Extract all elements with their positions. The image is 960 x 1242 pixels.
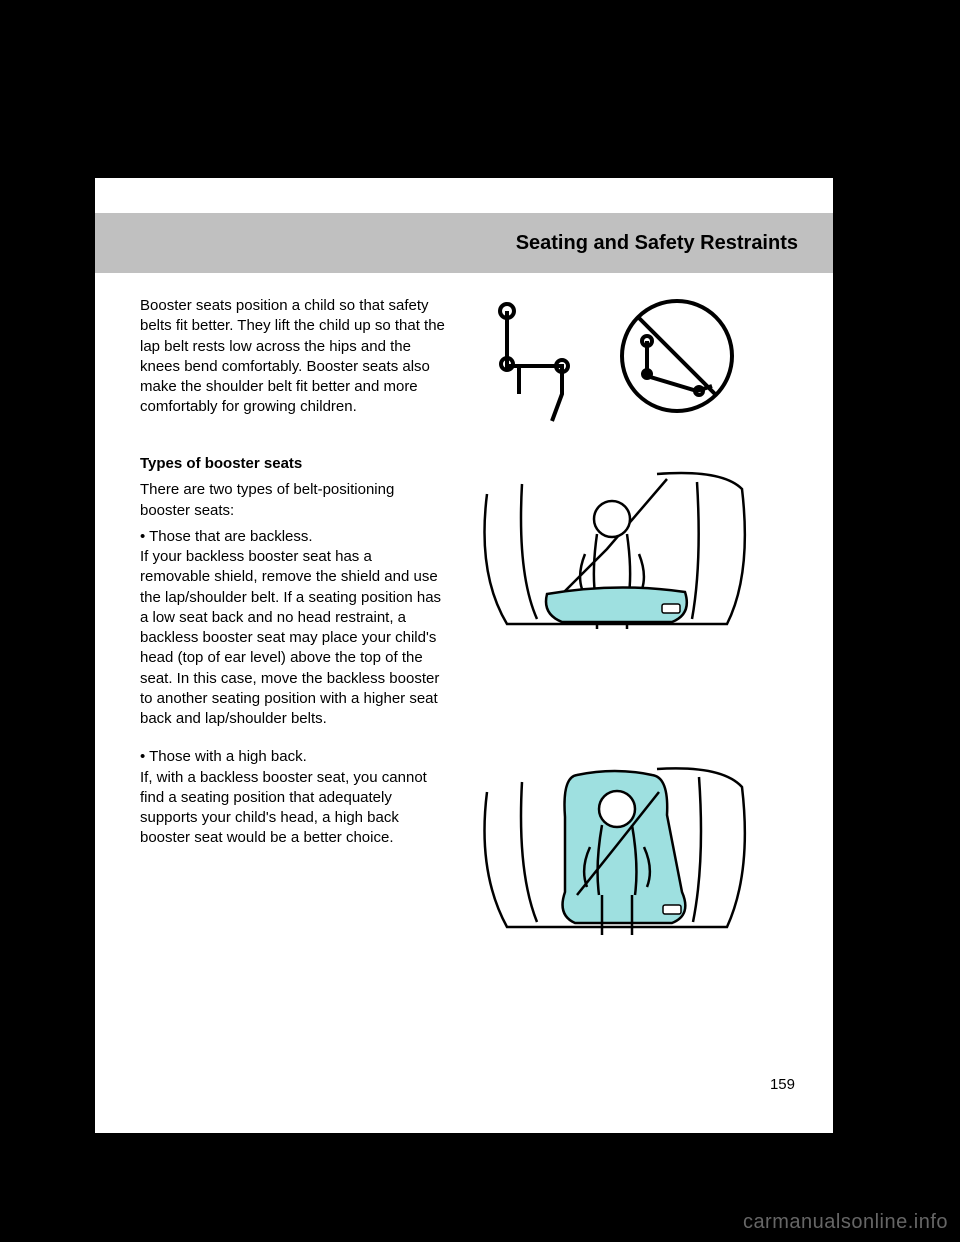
highback-bullet: • Those with a high back.: [140, 747, 445, 767]
row-intro: Booster seats position a child so that s…: [140, 296, 788, 436]
figure-booster-position: [445, 296, 788, 436]
booster-position-svg: [467, 296, 767, 436]
highback-desc: If, with a backless booster seat, you ca…: [140, 768, 445, 849]
page-content: Booster seats position a child so that s…: [140, 296, 788, 985]
watermark: carmanualsonline.info: [743, 1211, 948, 1234]
backless-desc: If your backless booster seat has a remo…: [140, 547, 445, 729]
manual-page: Seating and Safety Restraints Booster se…: [95, 178, 833, 1133]
section-header: Seating and Safety Restraints: [95, 213, 833, 273]
backless-text: Types of booster seats There are two typ…: [140, 454, 445, 729]
intro-text: Booster seats position a child so that s…: [140, 296, 445, 436]
figure-highback-booster: [445, 747, 788, 967]
row-backless: Types of booster seats There are two typ…: [140, 454, 788, 729]
backless-bullet: • Those that are backless.: [140, 527, 445, 547]
highback-booster-svg: [467, 747, 767, 967]
section-title: Seating and Safety Restraints: [516, 232, 798, 255]
row-highback: • Those with a high back. If, with a bac…: [140, 747, 788, 967]
page-number: 159: [770, 1076, 795, 1093]
types-heading: Types of booster seats: [140, 454, 445, 474]
types-intro: There are two types of belt-positioning …: [140, 480, 445, 521]
highback-text: • Those with a high back. If, with a bac…: [140, 747, 445, 967]
backless-booster-svg: [467, 454, 767, 664]
figure-backless-booster: [445, 454, 788, 729]
